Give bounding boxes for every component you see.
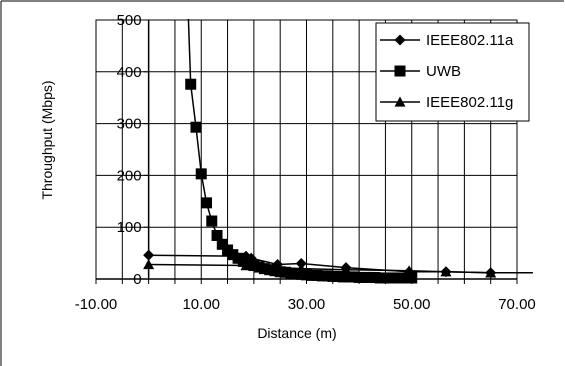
data-point-ieee802-11g	[143, 258, 155, 270]
data-point-uwb	[190, 121, 202, 133]
data-point-ieee802-11g	[440, 266, 452, 277]
data-point-uwb	[201, 197, 213, 209]
data-point-ieee802-11g	[240, 260, 252, 271]
y-axis-title: Throughput (Mbps)	[39, 80, 55, 199]
legend-marker-ieee802-11a	[394, 34, 406, 46]
legend-label-ieee802-11a: IEEE802.11a	[426, 32, 514, 49]
data-point-uwb	[216, 238, 228, 250]
x-axis-title: Distance (m)	[257, 325, 336, 341]
data-point-uwb	[206, 215, 218, 227]
data-point-uwb	[406, 272, 418, 284]
data-point-ieee802-11g	[403, 265, 415, 276]
y-tick-label: 300	[117, 116, 142, 133]
data-point-ieee802-11g	[340, 264, 352, 275]
y-tick-label: 200	[117, 167, 142, 184]
legend-marker-uwb	[394, 65, 406, 77]
grid	[95, 19, 518, 280]
data-point-uwb	[195, 168, 207, 180]
y-tick-label: 0	[133, 271, 141, 288]
data-point-ieee802-11g	[295, 263, 307, 274]
y-tick-label: 400	[117, 64, 142, 81]
legend: IEEE802.11a UWB IEEE802.11g	[375, 22, 530, 122]
data-point-uwb	[211, 229, 223, 241]
y-tick-label: 100	[117, 219, 142, 236]
x-tick-label: 50.00	[393, 296, 431, 313]
x-tick-label: 70.00	[498, 296, 536, 313]
data-point-ieee802-11g	[272, 262, 284, 273]
data-point-uwb	[185, 78, 197, 90]
series-markers	[143, 78, 497, 284]
data-point-ieee802-11a	[143, 249, 155, 261]
x-tick-label: 10.00	[182, 296, 220, 313]
legend-marker-ieee802-11g	[394, 96, 406, 107]
data-point-ieee802-11g	[485, 267, 497, 278]
legend-label-uwb: UWB	[426, 63, 461, 80]
y-tick-label: 500	[117, 12, 142, 29]
legend-label-ieee802-11g: IEEE802.11g	[426, 94, 513, 111]
x-tick-label: -10.00	[75, 296, 118, 313]
x-tick-label: 30.00	[288, 296, 326, 313]
